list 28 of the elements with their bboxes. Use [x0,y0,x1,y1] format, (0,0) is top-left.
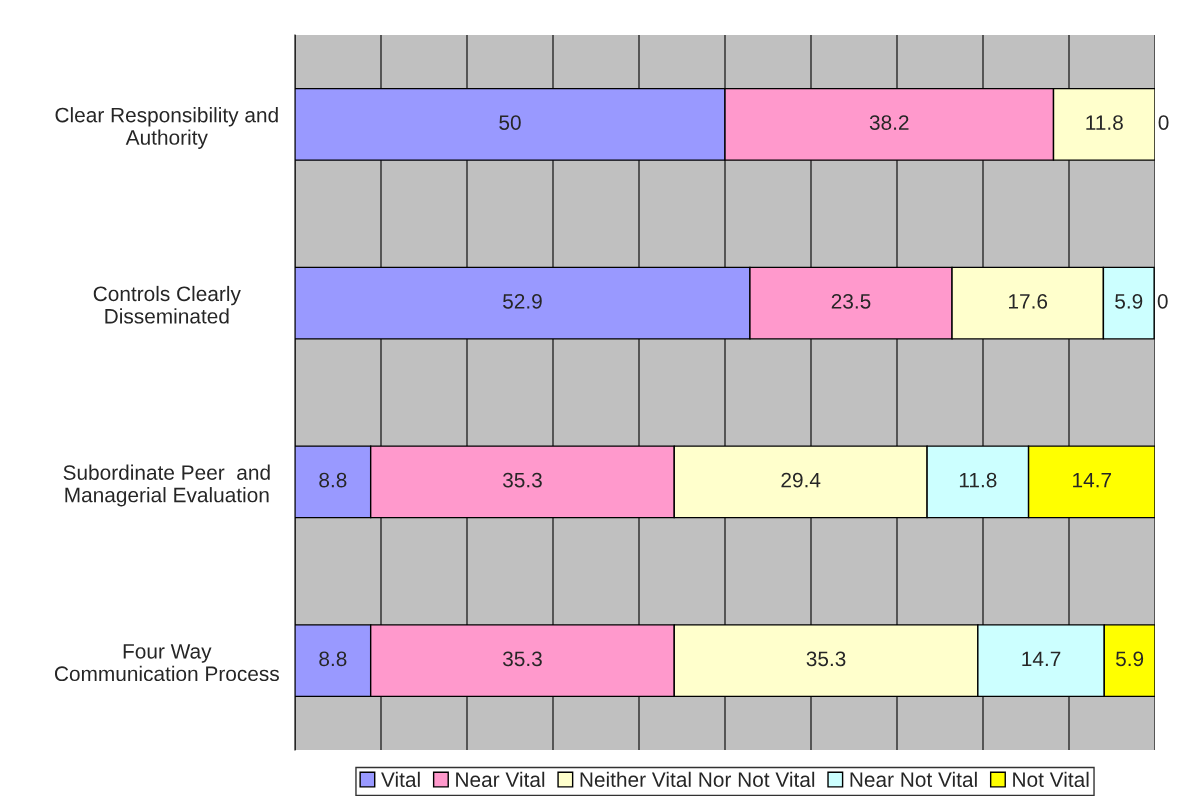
data-label: 35.3 [806,651,846,667]
data-label: 8.8 [319,472,347,488]
legend-label: Neither Vital Nor Not Vital [580,771,815,788]
data-label: 35.3 [502,472,542,488]
y-tick-label: Subordinate Peer and Managerial Evaluation [63,464,270,507]
data-label: 38.2 [869,115,909,130]
data-label: 14.7 [1022,651,1061,667]
data-label: 0 [1158,115,1169,130]
data-label: 35.3 [502,651,542,667]
data-label: 0 [1157,293,1168,309]
data-label: 50 [499,115,521,130]
legend-label: Near Not Vital [850,771,977,788]
y-tick-label: Controls Clearly Disseminated [93,285,241,324]
data-label: 5.9 [1115,293,1143,309]
data-label: 23.5 [831,293,871,309]
data-label: 11.8 [1086,115,1123,130]
y-tick-label: Four Way Communication Process [54,644,279,682]
data-label: 5.9 [1115,651,1144,667]
data-label: 17.6 [1009,293,1048,309]
data-label: 14.7 [1073,472,1112,488]
legend-label: Vital [381,771,420,788]
legend-label: Near Vital [456,771,545,788]
legend-label: Not Vital [1013,771,1089,788]
data-label: 11.8 [959,472,997,488]
y-tick-label: Clear Responsibility and Authority [55,107,278,149]
data-label: 52.9 [503,293,542,309]
data-label: 8.8 [319,651,347,667]
data-label: 29.4 [781,472,821,488]
